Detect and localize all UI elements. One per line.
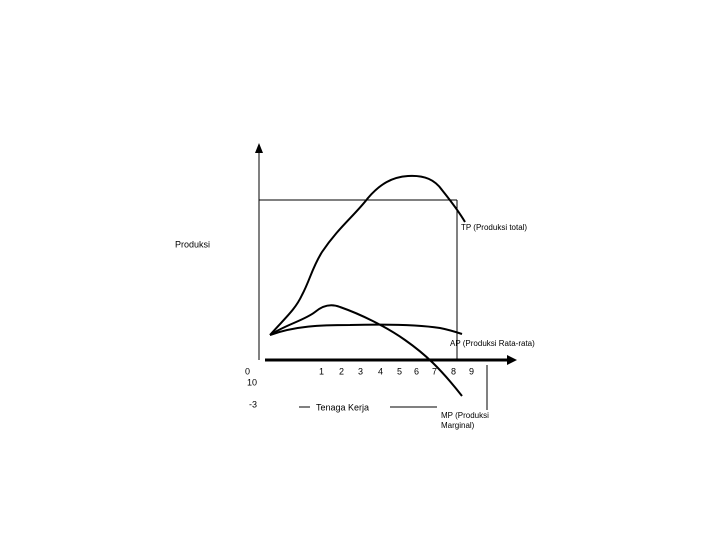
x-tick-label: 7 [432, 366, 437, 376]
x-tick-label: 4 [378, 366, 383, 376]
mp-label: MP (Produksi [441, 411, 489, 420]
x-tick-label: 9 [469, 366, 474, 376]
tp-curve [269, 174, 466, 336]
mp-curve [269, 304, 463, 397]
mp-label: Marginal) [441, 421, 475, 430]
x-axis-label: Tenaga Kerja [316, 402, 369, 412]
minus-three-label: -3 [249, 399, 257, 409]
x-arrow [507, 355, 517, 365]
y-arrow [255, 143, 263, 153]
x-tick-label: 8 [451, 366, 456, 376]
x-tick-label: 6 [414, 366, 419, 376]
tp-label: TP (Produksi total) [461, 223, 527, 232]
origin-label: 0 [245, 366, 250, 376]
ap-curve [269, 323, 463, 336]
x-ticks: 1 2 3 4 5 6 7 8 9 [319, 366, 474, 376]
x-tick-label: 5 [397, 366, 402, 376]
x-tick-label: 1 [319, 366, 324, 376]
x-tick-label: 3 [358, 366, 363, 376]
y-axis-label: Produksi [175, 239, 210, 249]
x-tick-label: 2 [339, 366, 344, 376]
ten-label: 10 [247, 377, 257, 387]
ap-label: AP (Produksi Rata-rata) [450, 339, 535, 348]
